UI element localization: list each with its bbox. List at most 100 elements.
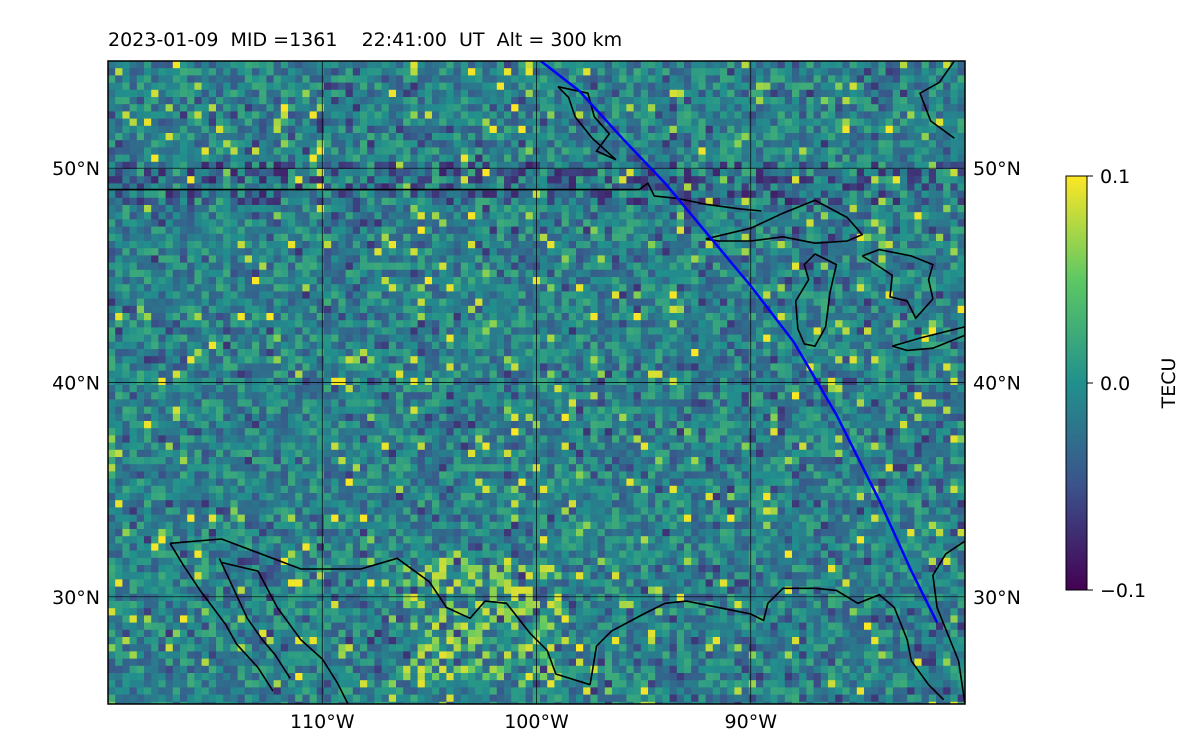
tec-cell <box>187 176 195 184</box>
tec-cell <box>316 320 325 328</box>
tec-cell <box>936 89 944 98</box>
tec-cell <box>165 82 174 91</box>
tec-cell <box>360 118 368 127</box>
tec-cell <box>792 89 800 98</box>
tec-cell <box>799 298 807 307</box>
tec-cell <box>237 161 246 170</box>
tec-cell <box>813 161 822 170</box>
tec-cell <box>547 233 555 242</box>
tec-cell <box>223 356 231 364</box>
tec-cell <box>691 140 699 148</box>
tec-cell <box>842 197 851 206</box>
tec-cell <box>900 147 908 156</box>
tec-cell <box>640 75 649 84</box>
tec-cell <box>928 176 937 184</box>
tec-cell <box>129 298 138 307</box>
tec-cell <box>914 82 923 91</box>
tec-cell <box>900 349 908 357</box>
tec-cell <box>662 334 671 343</box>
tec-cell <box>403 111 411 120</box>
tec-cell <box>331 111 339 120</box>
tec-cell <box>597 327 606 336</box>
tec-cell <box>900 327 908 336</box>
tec-cell <box>504 75 512 84</box>
tec-cell <box>266 197 275 206</box>
tec-cell <box>554 133 563 141</box>
tec-cell <box>655 104 663 112</box>
tec-cell <box>316 75 325 84</box>
tec-cell <box>856 226 865 235</box>
tec-cell <box>230 205 239 213</box>
tec-cell <box>640 140 649 148</box>
tec-cell <box>165 226 174 235</box>
tec-cell <box>504 118 512 127</box>
tec-cell <box>144 233 152 242</box>
tec-cell <box>820 327 829 336</box>
tec-cell <box>482 320 491 328</box>
tec-cell <box>403 118 411 127</box>
tec-cell <box>295 97 303 105</box>
tec-cell <box>763 154 771 163</box>
tec-cell <box>309 176 318 184</box>
tec-cell <box>806 161 815 170</box>
tec-cell <box>223 320 231 328</box>
tec-cell <box>612 226 620 235</box>
tec-cell <box>864 68 872 76</box>
tec-cell <box>216 341 224 350</box>
tec-cell <box>576 212 584 220</box>
tec-cell <box>180 262 188 271</box>
tec-cell <box>640 154 649 163</box>
tec-cell <box>388 205 397 213</box>
tec-cell <box>108 161 116 170</box>
tec-cell <box>799 111 807 120</box>
tec-cell <box>216 305 224 314</box>
tec-cell <box>950 241 959 249</box>
tec-cell <box>684 262 692 271</box>
tec-cell <box>914 61 923 69</box>
tec-cell <box>921 68 930 76</box>
tec-cell <box>835 75 843 84</box>
tec-cell <box>943 104 951 112</box>
tec-cell <box>856 219 865 228</box>
tec-cell <box>684 61 692 69</box>
tec-cell <box>777 190 786 199</box>
tec-cell <box>331 219 339 228</box>
tec-cell <box>352 169 361 177</box>
tec-cell <box>511 226 519 235</box>
tec-cell <box>417 75 426 84</box>
tec-cell <box>165 284 174 292</box>
tec-cell <box>770 190 779 199</box>
tec-cell <box>885 125 894 134</box>
tec-cell <box>352 241 361 249</box>
tec-cell <box>410 118 419 127</box>
tec-cell <box>115 248 123 256</box>
tec-cell <box>446 118 455 127</box>
tec-cell <box>604 284 613 292</box>
tec-cell <box>770 133 779 141</box>
tec-cell <box>151 111 159 120</box>
tec-cell <box>475 349 483 357</box>
tec-cell <box>885 89 894 98</box>
tec-cell <box>914 341 923 350</box>
tec-cell <box>712 262 721 271</box>
tec-cell <box>504 169 512 177</box>
tec-cell <box>813 349 822 357</box>
tec-cell <box>900 75 908 84</box>
tec-cell <box>568 183 577 192</box>
tec-cell <box>756 183 764 192</box>
tec-cell <box>316 61 325 69</box>
tec-cell <box>957 212 965 220</box>
tec-cell <box>885 75 894 84</box>
tec-cell <box>936 111 944 120</box>
tec-cell <box>914 176 923 184</box>
tec-cell <box>907 233 915 242</box>
tec-cell <box>525 61 534 69</box>
tec-cell <box>158 111 167 120</box>
tec-cell <box>518 327 527 336</box>
tec-cell <box>892 190 901 199</box>
tec-cell <box>604 176 613 184</box>
tec-cell <box>770 147 779 156</box>
tec-cell <box>705 161 714 170</box>
tec-cell <box>403 147 411 156</box>
tec-cell <box>352 219 361 228</box>
